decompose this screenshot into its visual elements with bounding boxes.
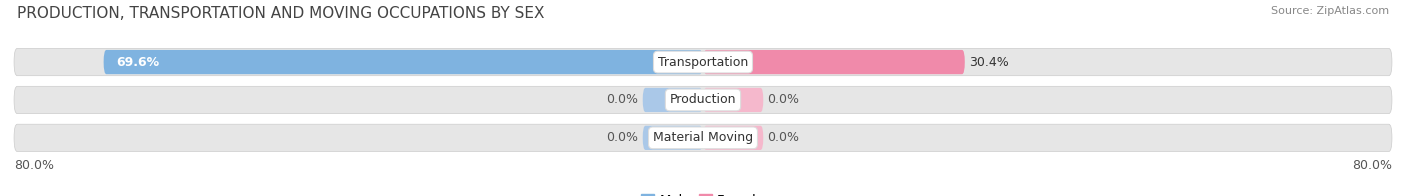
Text: 80.0%: 80.0% — [14, 159, 53, 172]
FancyBboxPatch shape — [14, 48, 1392, 76]
Legend: Male, Female: Male, Female — [636, 189, 770, 196]
Text: Transportation: Transportation — [658, 56, 748, 69]
Text: 69.6%: 69.6% — [117, 56, 160, 69]
Text: 80.0%: 80.0% — [1353, 159, 1392, 172]
Text: 0.0%: 0.0% — [606, 93, 638, 106]
FancyBboxPatch shape — [14, 124, 1392, 152]
FancyBboxPatch shape — [703, 88, 763, 112]
FancyBboxPatch shape — [643, 88, 703, 112]
Text: 0.0%: 0.0% — [768, 131, 800, 144]
FancyBboxPatch shape — [703, 50, 965, 74]
Text: Source: ZipAtlas.com: Source: ZipAtlas.com — [1271, 6, 1389, 16]
Text: Production: Production — [669, 93, 737, 106]
Text: PRODUCTION, TRANSPORTATION AND MOVING OCCUPATIONS BY SEX: PRODUCTION, TRANSPORTATION AND MOVING OC… — [17, 6, 544, 21]
FancyBboxPatch shape — [14, 86, 1392, 114]
FancyBboxPatch shape — [104, 50, 703, 74]
Text: 0.0%: 0.0% — [606, 131, 638, 144]
FancyBboxPatch shape — [703, 126, 763, 150]
Text: 30.4%: 30.4% — [969, 56, 1010, 69]
Text: Material Moving: Material Moving — [652, 131, 754, 144]
Text: 0.0%: 0.0% — [768, 93, 800, 106]
FancyBboxPatch shape — [643, 126, 703, 150]
